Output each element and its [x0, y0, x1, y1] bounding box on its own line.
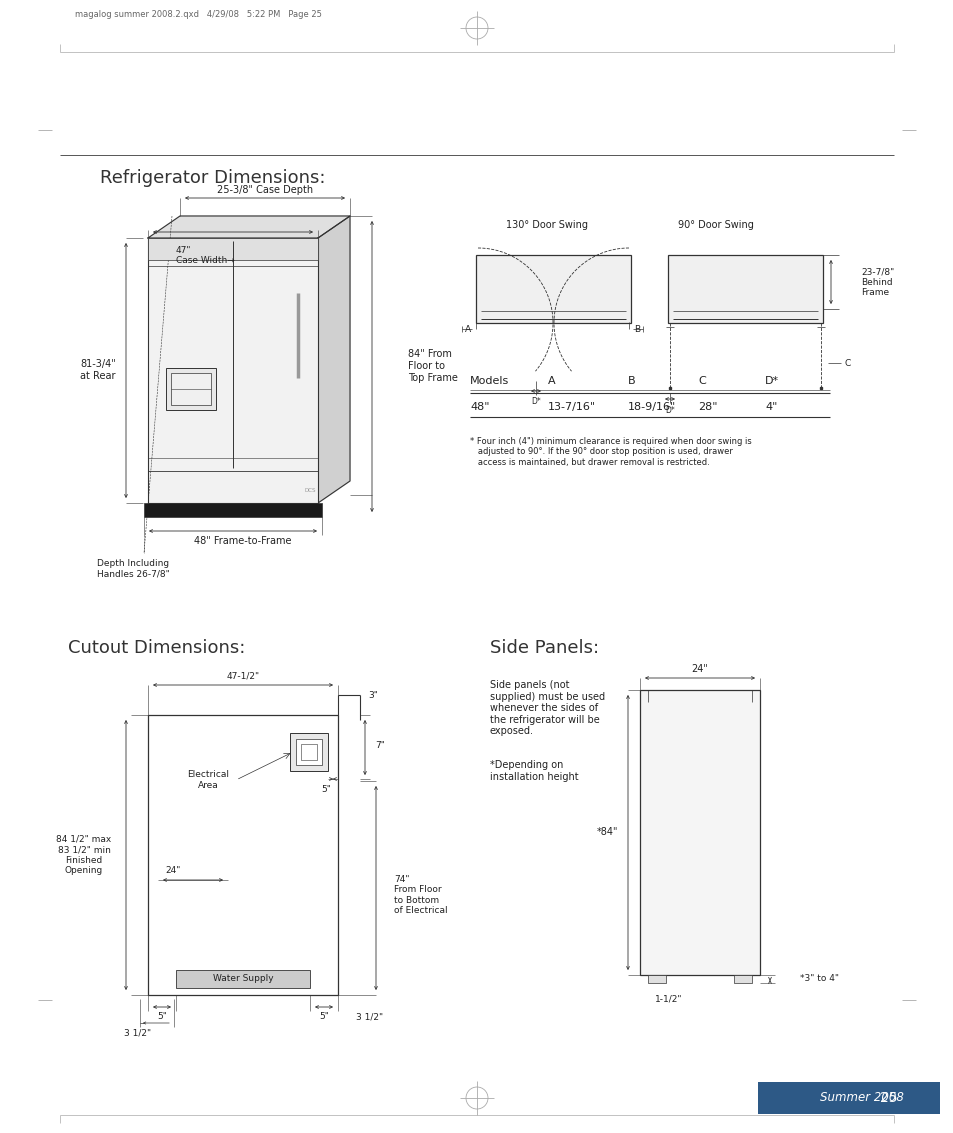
Text: 81-3/4"
at Rear: 81-3/4" at Rear [80, 359, 115, 381]
Text: D*: D* [531, 397, 540, 406]
Text: D*: D* [664, 406, 674, 415]
Text: 5": 5" [157, 1013, 167, 1022]
Text: Refrigerator Dimensions:: Refrigerator Dimensions: [100, 169, 325, 187]
Text: * Four inch (4") minimum clearance is required when door swing is
   adjusted to: * Four inch (4") minimum clearance is re… [470, 437, 751, 467]
Text: Depth Including
Handles 26-7/8": Depth Including Handles 26-7/8" [96, 560, 170, 579]
Bar [144, 503, 322, 517]
Bar [758, 1082, 939, 1114]
Text: Summer 2008: Summer 2008 [820, 1091, 902, 1105]
Text: 3": 3" [368, 690, 377, 699]
Text: 24": 24" [165, 867, 180, 876]
Bar [667, 255, 822, 323]
Bar [175, 970, 310, 988]
Text: 3 1/2": 3 1/2" [355, 1013, 383, 1022]
Text: 18-9/16": 18-9/16" [627, 402, 676, 412]
Text: 1-1/2": 1-1/2" [655, 995, 681, 1004]
Text: D*: D* [764, 376, 779, 386]
Text: 25-3/8" Case Depth: 25-3/8" Case Depth [216, 185, 313, 195]
Text: Cutout Dimensions:: Cutout Dimensions: [68, 639, 245, 657]
Bar [733, 976, 751, 983]
Text: B: B [634, 324, 639, 333]
Bar [148, 238, 317, 503]
Text: Case Width→: Case Width→ [175, 256, 234, 264]
Text: *3" to 4": *3" to 4" [800, 974, 838, 983]
Text: 90° Door Swing: 90° Door Swing [678, 220, 753, 230]
Text: 13-7/16": 13-7/16" [547, 402, 596, 412]
Bar [290, 733, 328, 770]
Polygon shape [317, 216, 350, 503]
Bar [647, 976, 665, 983]
Text: A: A [547, 376, 555, 386]
Text: 47": 47" [175, 246, 192, 255]
Text: 48": 48" [470, 402, 489, 412]
Text: 84" From
Floor to
Top Frame: 84" From Floor to Top Frame [408, 349, 457, 383]
Text: DCS: DCS [304, 488, 315, 494]
Bar [301, 744, 316, 760]
Text: *84": *84" [596, 827, 618, 837]
Text: 74"
From Floor
to Bottom
of Electrical: 74" From Floor to Bottom of Electrical [394, 875, 447, 915]
Text: C: C [698, 376, 705, 386]
Text: Side panels (not
supplied) must be used
whenever the sides of
the refrigerator w: Side panels (not supplied) must be used … [490, 680, 604, 736]
Text: 4": 4" [764, 402, 777, 412]
Bar [148, 715, 337, 995]
Polygon shape [148, 216, 350, 238]
Text: 7": 7" [375, 741, 384, 750]
Text: C: C [844, 358, 850, 367]
Bar [476, 255, 630, 323]
Text: Electrical
Area: Electrical Area [187, 770, 229, 790]
Text: *Depending on
installation height: *Depending on installation height [490, 760, 578, 782]
Text: magalog summer 2008.2.qxd   4/29/08   5:22 PM   Page 25: magalog summer 2008.2.qxd 4/29/08 5:22 P… [75, 9, 321, 18]
Bar [148, 238, 317, 259]
Text: Models: Models [470, 376, 509, 386]
Text: B: B [627, 376, 635, 386]
Text: 130° Door Swing: 130° Door Swing [505, 220, 587, 230]
Bar [639, 690, 760, 976]
Text: 84 1/2" max
83 1/2" min
Finished
Opening: 84 1/2" max 83 1/2" min Finished Opening [56, 835, 112, 875]
Text: 28": 28" [698, 402, 717, 412]
Text: Side Panels:: Side Panels: [490, 639, 598, 657]
Text: 47-1/2": 47-1/2" [226, 672, 259, 681]
Text: 24": 24" [691, 664, 708, 674]
Text: A: A [464, 324, 471, 333]
Text: 5": 5" [318, 1013, 329, 1022]
Text: 25: 25 [879, 1091, 897, 1105]
Text: 48" Frame-to-Frame: 48" Frame-to-Frame [194, 536, 292, 546]
Bar [166, 368, 215, 410]
Text: 5": 5" [321, 784, 331, 793]
Text: Water Supply: Water Supply [213, 974, 273, 983]
Bar [295, 739, 322, 765]
Text: 23-7/8"
Behind
Frame: 23-7/8" Behind Frame [861, 267, 893, 297]
Text: 3 1/2": 3 1/2" [124, 1029, 152, 1038]
Bar [171, 373, 211, 404]
